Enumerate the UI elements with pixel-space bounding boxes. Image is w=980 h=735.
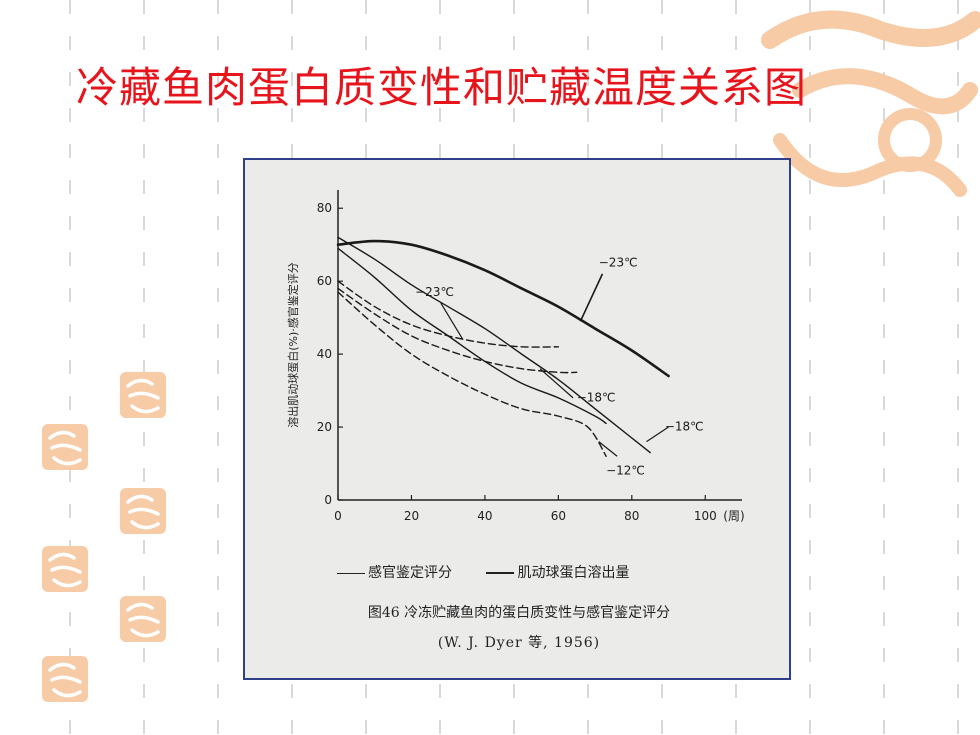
seal-stamp-icon bbox=[120, 488, 166, 534]
annotation-leader-line bbox=[440, 302, 464, 340]
y-tick-label: 20 bbox=[317, 420, 332, 434]
series-line-sensory-minus23 bbox=[337, 280, 560, 348]
x-tick-label: 0 bbox=[334, 509, 342, 523]
annotation-leader-line bbox=[539, 368, 574, 399]
legend-swatch-thin-line bbox=[337, 572, 365, 574]
annotation-label: −23℃ bbox=[599, 256, 638, 270]
seal-stamp-icon bbox=[42, 546, 88, 592]
x-tick-label: 60 bbox=[551, 509, 566, 523]
legend-label-protein: 肌动球蛋白溶出量 bbox=[517, 565, 630, 581]
seal-glyph-strokes bbox=[48, 662, 82, 698]
annotation-leader-line bbox=[646, 426, 669, 443]
y-tick-label: 40 bbox=[317, 347, 332, 361]
legend-label-sensory: 感官鉴定评分 bbox=[368, 565, 452, 581]
y-tick-label: 60 bbox=[317, 274, 332, 288]
y-axis-title: 溶出肌动球蛋白(%)·感官鉴定评分 bbox=[286, 262, 300, 428]
corner-watermark-icon bbox=[761, 10, 980, 197]
seal-glyph-strokes bbox=[126, 494, 160, 530]
series-line-sensory-minus18 bbox=[337, 287, 578, 374]
figure-source: (W. J. Dyer 等, 1956) bbox=[437, 635, 601, 651]
chart: 0 20 40 60 80 100 (周) 0 20 40 60 80 溶出肌动球蛋白(%)·感官鉴定评… bbox=[286, 190, 745, 523]
annotation-leader-line bbox=[598, 441, 618, 457]
series-line-protein-minus18 bbox=[337, 236, 651, 454]
y-tick-label: 80 bbox=[317, 201, 332, 215]
figure-frame: 0 20 40 60 80 100 (周) 0 20 40 60 80 溶出肌动球蛋白(%)·感官鉴定评… bbox=[243, 158, 791, 680]
series-line-protein-minus12 bbox=[337, 247, 607, 425]
seal-glyph-strokes bbox=[48, 552, 82, 588]
seal-stamp-icon bbox=[120, 596, 166, 642]
legend-item-protein: 肌动球蛋白溶出量 bbox=[486, 565, 629, 581]
watermark-stroke bbox=[761, 10, 980, 49]
legend-item-sensory: 感官鉴定评分 bbox=[337, 565, 456, 581]
annotation-leader-line bbox=[579, 273, 604, 322]
x-tick-label: 40 bbox=[477, 509, 492, 523]
annotation-label: −18℃ bbox=[665, 420, 704, 434]
watermark-stroke bbox=[773, 133, 967, 197]
watermark-stroke bbox=[878, 108, 942, 172]
series-line-protein-minus23 bbox=[336, 239, 670, 378]
x-tick-label: 100 bbox=[694, 509, 717, 523]
seal-glyph-strokes bbox=[48, 430, 82, 466]
seal-stamp-icon bbox=[42, 424, 88, 470]
watermark-stroke bbox=[792, 68, 978, 115]
annotation-label: −18℃ bbox=[577, 391, 616, 405]
series-line-sensory-minus12 bbox=[337, 291, 607, 457]
chart-legend: 感官鉴定评分 肌动球蛋白溶出量 bbox=[337, 562, 659, 582]
legend-swatch-thick-line bbox=[486, 572, 515, 574]
seal-glyph-strokes bbox=[126, 378, 160, 414]
figure-caption: 图46 冷冻贮藏鱼肉的蛋白质变性与感官鉴定评分 bbox=[367, 605, 671, 621]
y-tick-label: 0 bbox=[324, 493, 332, 507]
x-tick-label: 80 bbox=[624, 509, 639, 523]
x-unit-label: (周) bbox=[723, 509, 744, 523]
seal-glyph-strokes bbox=[126, 602, 160, 638]
x-tick-label: 20 bbox=[404, 509, 419, 523]
seal-stamp-icon bbox=[120, 372, 166, 418]
annotation-label: −23℃ bbox=[415, 285, 454, 299]
seal-stamp-icon bbox=[42, 656, 88, 702]
slide-title: 冷藏鱼肉蛋白质变性和贮藏温度关系图 bbox=[76, 63, 808, 112]
annotation-label: −12℃ bbox=[606, 463, 645, 477]
